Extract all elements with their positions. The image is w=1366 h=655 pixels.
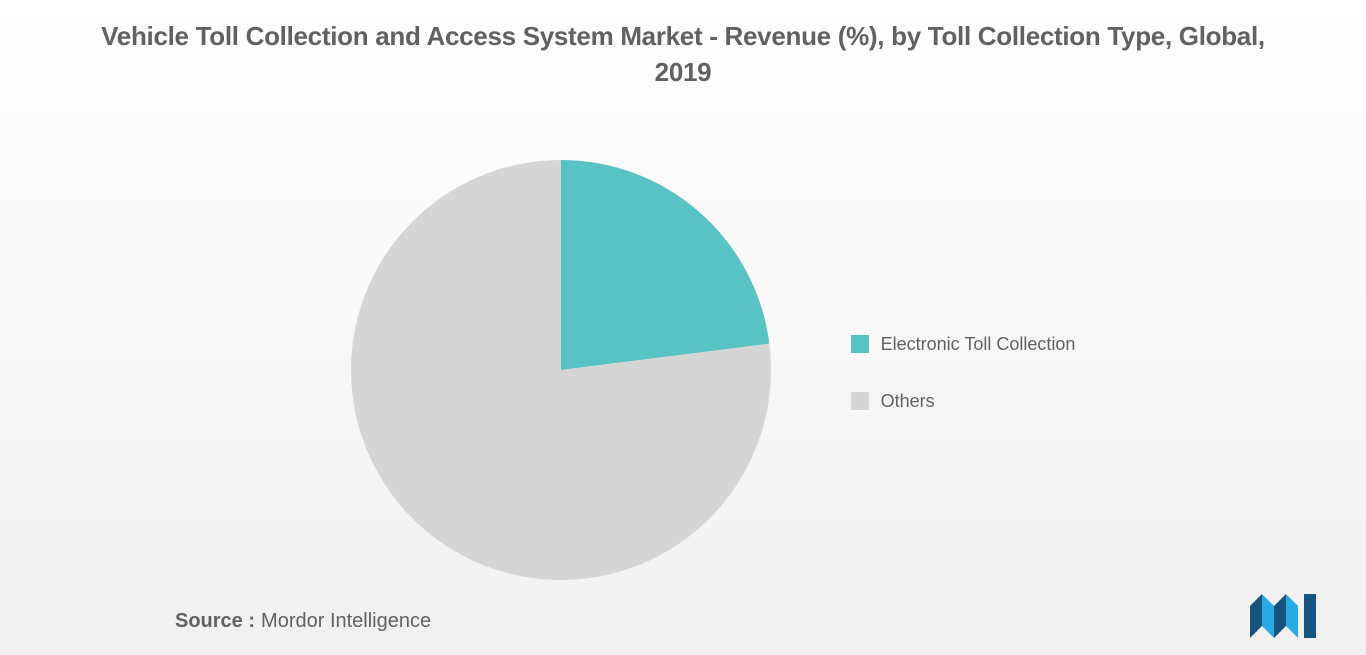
pie-chart <box>351 160 771 585</box>
logo-icon <box>1250 594 1318 638</box>
legend: Electronic Toll Collection Others <box>851 334 1076 412</box>
legend-label: Others <box>881 391 935 412</box>
legend-item: Others <box>851 391 1076 412</box>
legend-swatch <box>851 335 869 353</box>
legend-label: Electronic Toll Collection <box>881 334 1076 355</box>
legend-item: Electronic Toll Collection <box>851 334 1076 355</box>
brand-logo <box>1250 594 1318 643</box>
pie-slice <box>561 160 769 370</box>
legend-swatch <box>851 392 869 410</box>
source-attribution: Source : Mordor Intelligence <box>175 610 431 633</box>
pie-svg <box>351 160 771 580</box>
chart-title: Vehicle Toll Collection and Access Syste… <box>0 0 1366 91</box>
chart-area: Electronic Toll Collection Others <box>0 91 1366 655</box>
source-value: Mordor Intelligence <box>261 610 431 633</box>
source-label: Source : <box>175 610 255 633</box>
